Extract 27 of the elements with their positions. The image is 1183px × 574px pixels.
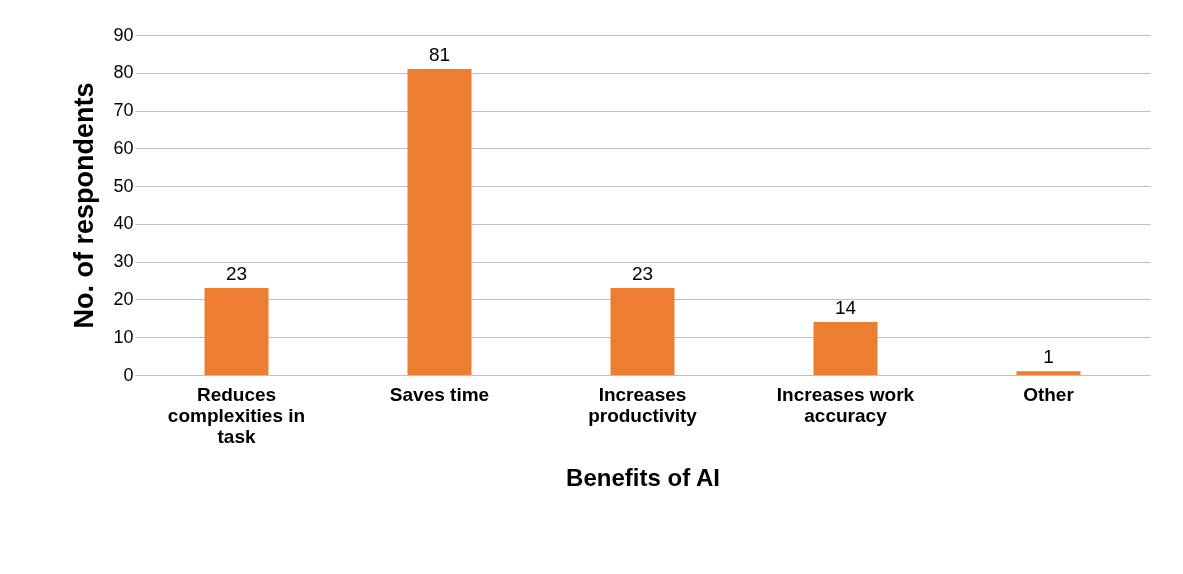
bar [204,288,269,375]
data-label: 14 [834,297,857,319]
y-tick-label: 20 [113,288,134,309]
x-tick-label: Saves time [389,383,490,405]
bar [610,288,675,375]
x-tick-label: Reduces complexities in task [167,383,306,447]
y-tick-label: 0 [123,364,134,385]
y-tick-label: 70 [113,100,134,121]
y-tick-label: 80 [113,62,134,83]
x-tick-label: Increases productivity [588,383,698,426]
data-label: 23 [631,263,654,285]
data-label: 81 [428,44,451,65]
bar [1016,371,1081,375]
x-tick-label: Other [1023,383,1075,405]
bar [407,69,472,375]
y-tick-label: 50 [113,175,134,196]
y-tick-label: 40 [113,213,134,234]
y-tick-label: 60 [113,137,134,158]
y-tick-label: 10 [113,326,134,347]
bar [813,322,878,375]
data-label: 1 [1043,346,1054,368]
y-tick-label: 90 [113,24,134,45]
y-axis-title: No. of respondents [69,82,100,329]
x-axis-title: Benefits of AI [566,463,720,491]
x-tick-label: Increases work accuracy [776,383,915,426]
y-tick-label: 30 [113,251,134,272]
data-label: 23 [225,263,248,285]
